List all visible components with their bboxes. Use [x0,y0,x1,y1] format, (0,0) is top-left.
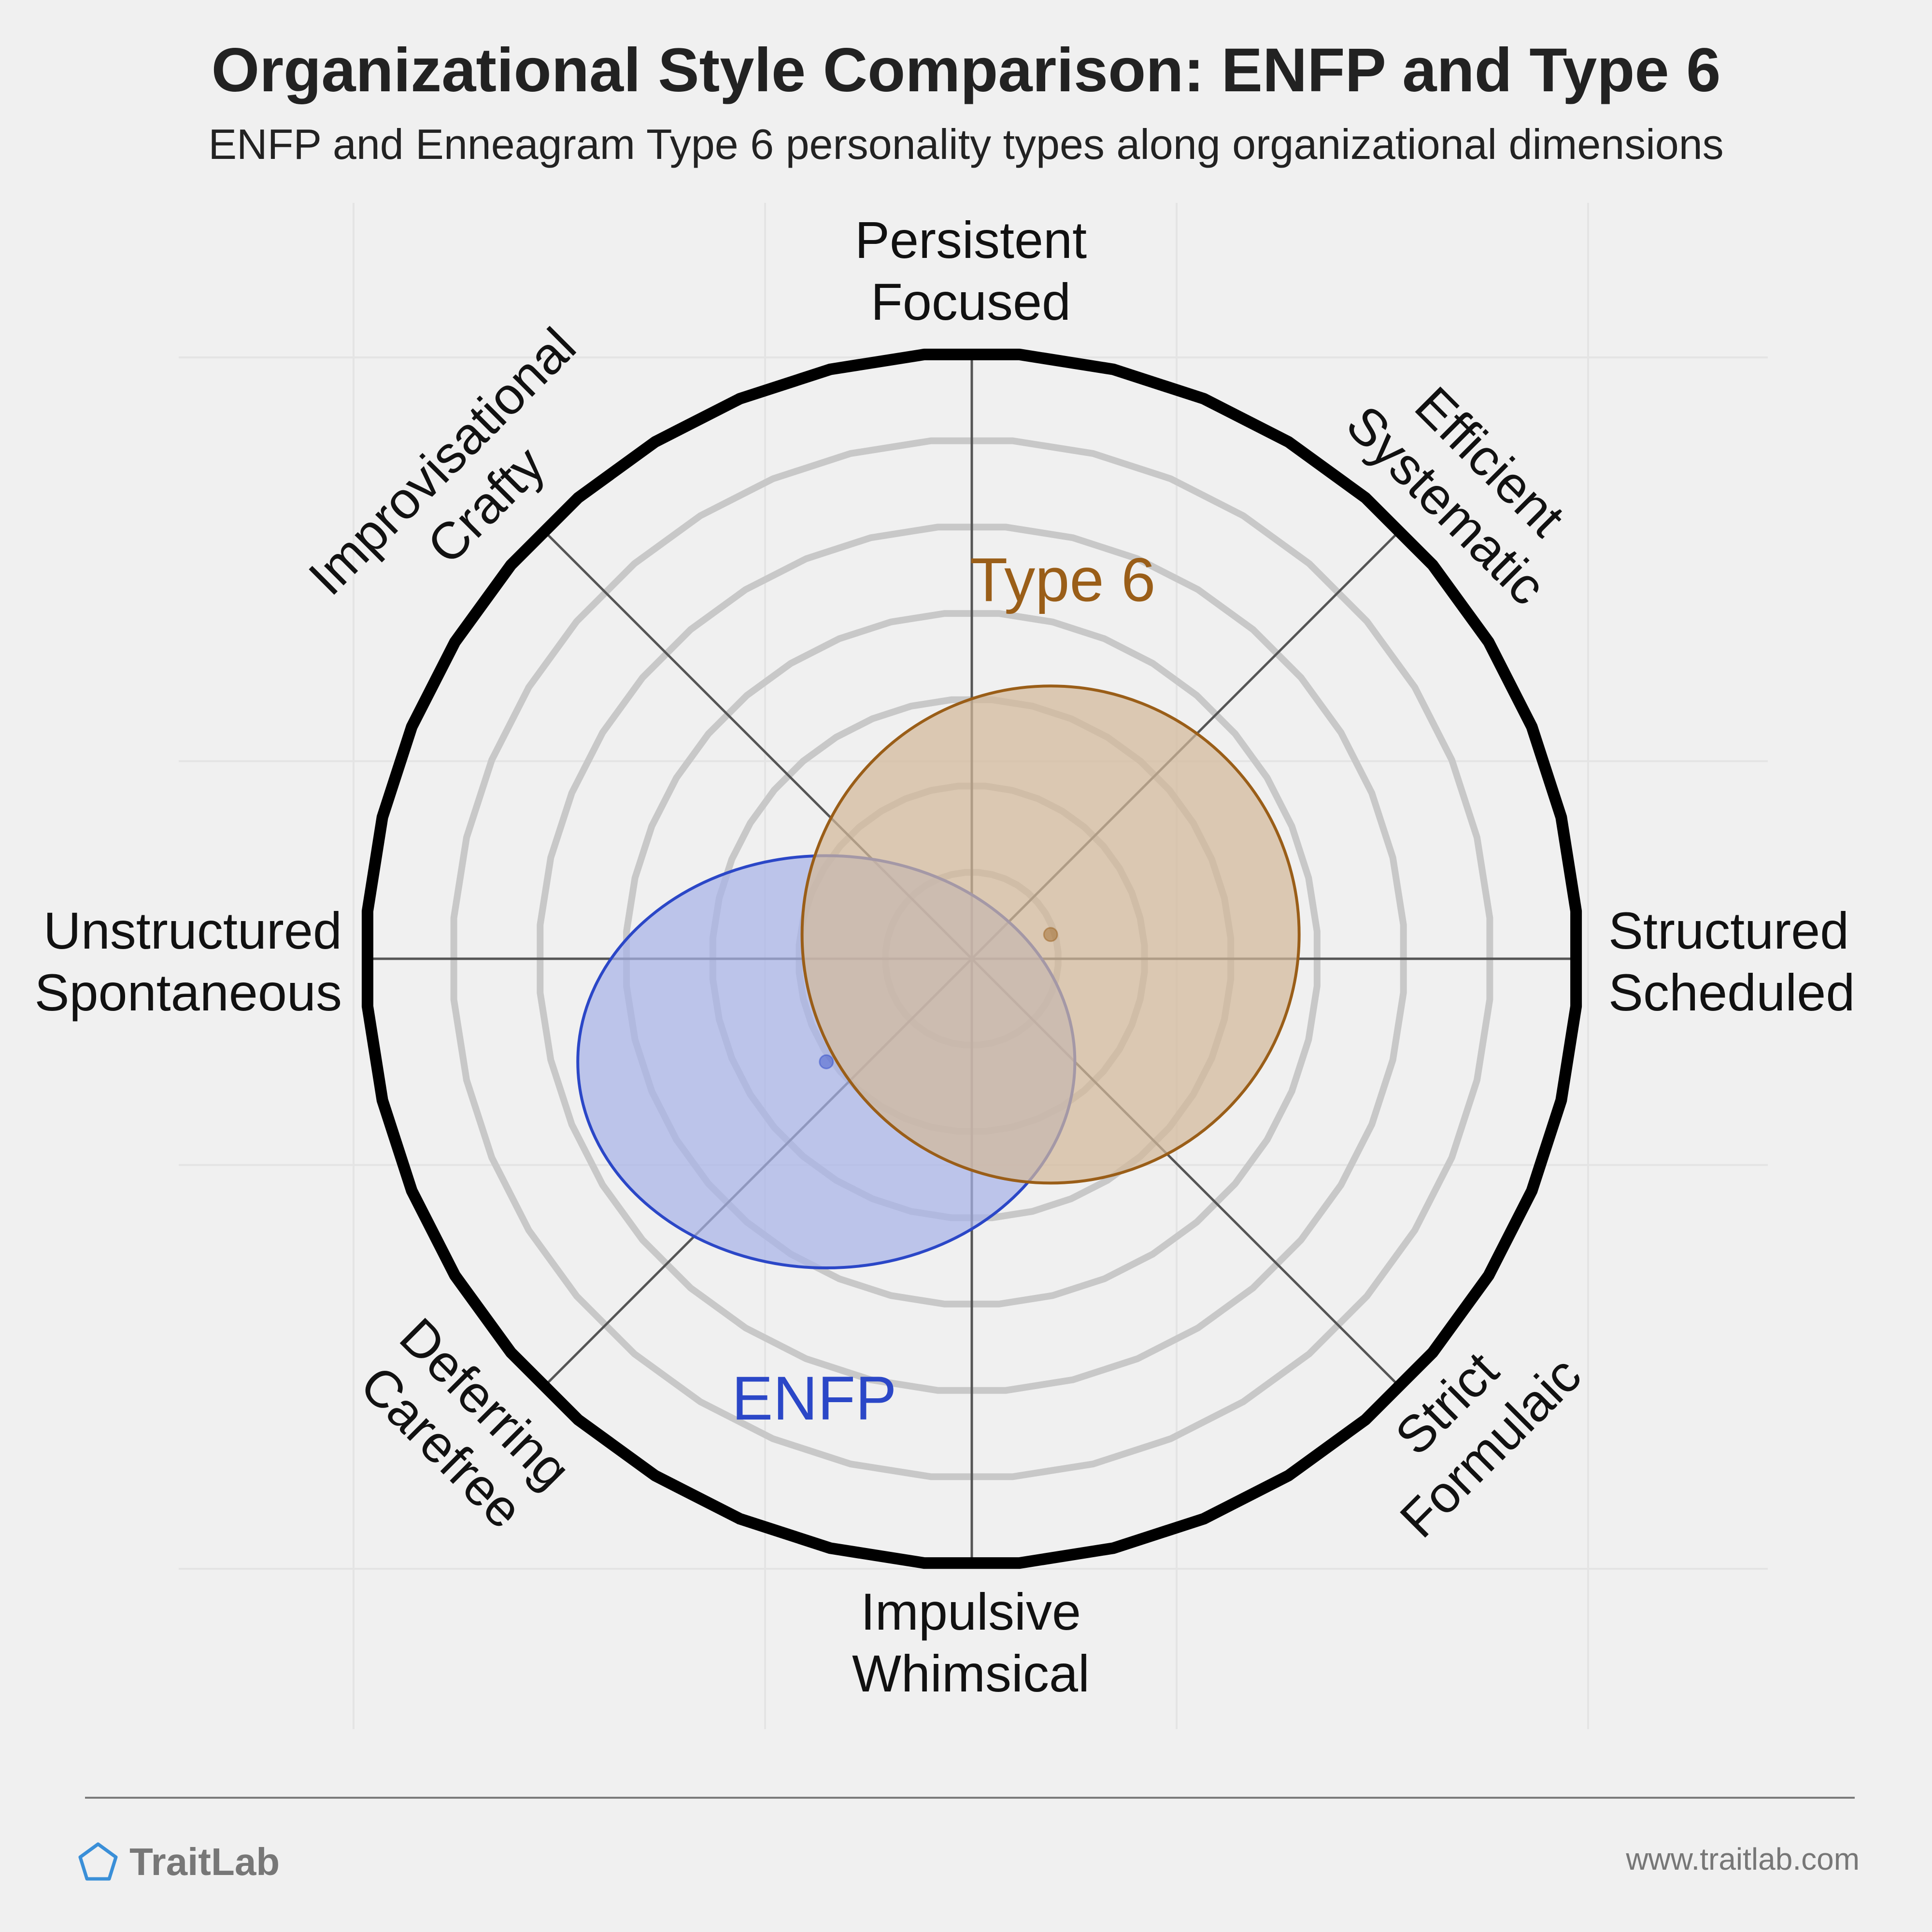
axis-label-unstructured: Unstructured Spontaneous [34,901,342,1022]
axis-label-line: Impulsive [861,1582,1081,1641]
series-point-type-6 [1043,927,1058,942]
axis-label-structured: Structured Scheduled [1608,901,1855,1022]
footer-divider [85,1797,1855,1799]
chart-title: Organizational Style Comparison: ENFP an… [211,36,1721,105]
axis-label-line: Persistent [855,211,1087,269]
axis-label-deferring: DeferringCarefree [345,1307,582,1543]
axis-label-line: Focused [871,272,1071,331]
series-layer: ENFP Type 6 [576,546,1301,1433]
series-label-enfp: ENFP [732,1364,896,1433]
axis-label-line: Improvisational [298,317,587,606]
axis-label-persistent: Persistent Focused [855,211,1087,331]
brand-logo[interactable]: TraitLab [77,1835,280,1889]
axis-label-line: Spontaneous [34,963,342,1022]
axis-label-line: Scheduled [1608,963,1855,1022]
axis-label-improvisational: ImprovisationalCrafty [298,317,631,650]
axis-label-line: Unstructured [43,901,342,960]
series-area-type-6 [800,684,1301,1185]
series-label-type-6: Type 6 [970,546,1155,615]
ring-5 [537,524,1407,1394]
brand-name: TraitLab [129,1840,280,1883]
outer-ring-polygon [361,348,1582,1569]
axis-label-strict: StrictFormulaic [1345,1302,1592,1548]
site-url[interactable]: www.traitlab.com [1626,1842,1860,1876]
axis-label-line: Whimsical [852,1644,1090,1703]
axis-label-line: Structured [1608,901,1849,960]
chart-subtitle: ENFP and Enneagram Type 6 personality ty… [208,120,1724,168]
pentagon-icon [78,1842,118,1881]
axis-label-impulsive: Impulsive Whimsical [852,1582,1090,1703]
ring-4 [623,610,1321,1307]
outer-ring [361,348,1582,1569]
series-point-enfp [819,1054,834,1069]
ring-6 [450,437,1493,1480]
axis-label-efficient: EfficientSystematic [1335,351,1601,616]
